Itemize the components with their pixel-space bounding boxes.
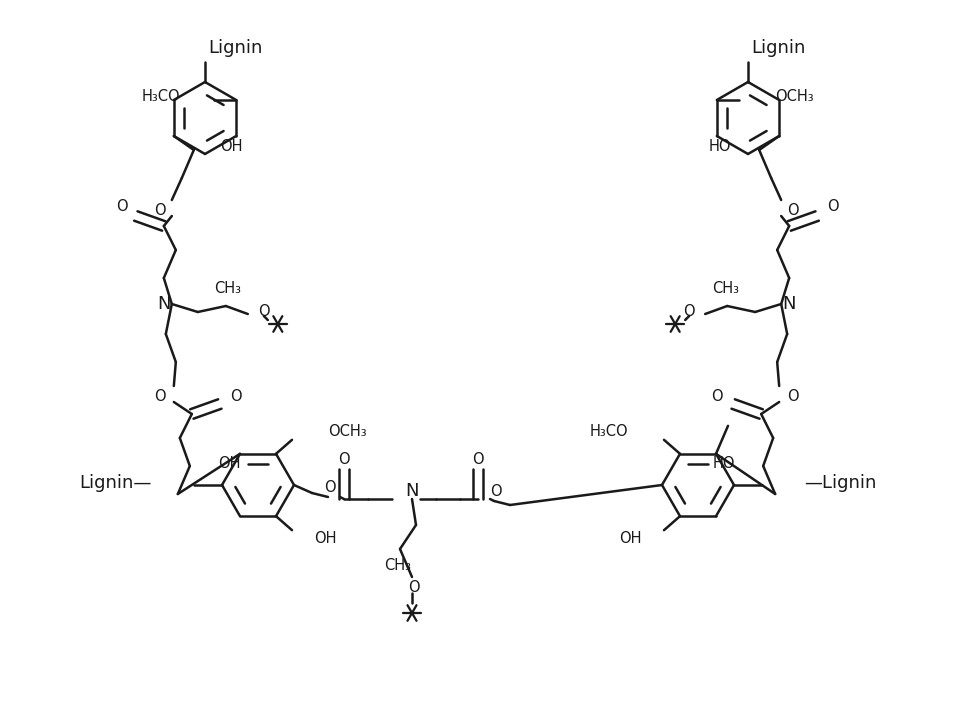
Text: O: O	[154, 389, 166, 403]
Text: O: O	[338, 451, 350, 467]
Text: O: O	[408, 580, 420, 595]
Text: OH: OH	[217, 456, 240, 472]
Text: N: N	[157, 295, 171, 313]
Text: O: O	[684, 304, 696, 318]
Text: Lignin: Lignin	[751, 39, 805, 57]
Text: —Lignin: —Lignin	[804, 474, 877, 492]
Text: O: O	[324, 480, 336, 495]
Text: H₃CO: H₃CO	[589, 424, 628, 439]
Text: O: O	[828, 199, 839, 214]
Text: CH₃: CH₃	[215, 281, 241, 295]
Text: CH₃: CH₃	[384, 557, 412, 572]
Text: O: O	[787, 389, 799, 403]
Text: Lignin—: Lignin—	[80, 474, 152, 492]
Text: OCH₃: OCH₃	[328, 424, 367, 439]
Text: N: N	[405, 482, 419, 500]
Text: O: O	[490, 484, 502, 498]
Text: OH: OH	[219, 138, 242, 153]
Text: O: O	[154, 202, 166, 217]
Text: O: O	[230, 389, 241, 403]
Text: HO: HO	[713, 456, 735, 472]
Text: O: O	[116, 199, 127, 214]
Text: CH₃: CH₃	[712, 281, 739, 295]
Text: OCH₃: OCH₃	[775, 89, 813, 104]
Text: Lignin: Lignin	[208, 39, 262, 57]
Text: OH: OH	[620, 531, 642, 546]
Text: O: O	[712, 389, 723, 403]
Text: N: N	[783, 295, 796, 313]
Text: O: O	[787, 202, 799, 217]
Text: O: O	[258, 304, 269, 318]
Text: HO: HO	[709, 138, 731, 153]
Text: O: O	[472, 451, 484, 467]
Text: OH: OH	[314, 531, 336, 546]
Text: H₃CO: H₃CO	[142, 89, 180, 104]
